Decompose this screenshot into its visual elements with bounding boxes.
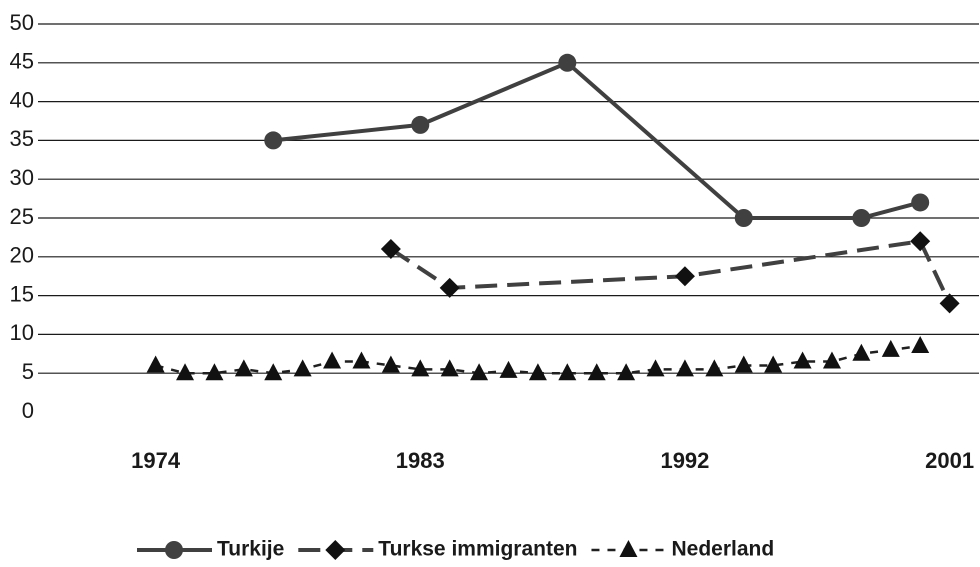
marker <box>411 115 430 134</box>
marker <box>939 293 960 314</box>
marker <box>675 359 694 377</box>
legend-marker <box>325 540 346 560</box>
x-tick-label: 1992 <box>660 448 709 473</box>
marker <box>234 359 253 377</box>
marker <box>558 53 577 72</box>
marker <box>822 351 841 369</box>
x-tick-label: 1983 <box>396 448 445 473</box>
series-line <box>273 60 921 220</box>
marker <box>264 363 283 381</box>
y-tick-label: 40 <box>10 87 34 112</box>
marker <box>352 351 371 369</box>
legend-label: Nederland <box>671 538 774 561</box>
marker <box>264 131 283 150</box>
marker <box>910 231 931 252</box>
marker <box>470 363 489 381</box>
marker <box>499 360 518 378</box>
y-tick-label: 15 <box>10 281 34 306</box>
legend-marker <box>165 541 183 559</box>
marker <box>558 363 577 381</box>
marker <box>440 359 459 377</box>
marker <box>176 363 195 381</box>
marker <box>911 336 930 354</box>
marker <box>323 351 342 369</box>
y-tick-label: 10 <box>10 320 34 345</box>
y-tick-label: 0 <box>22 398 34 423</box>
x-tick-label: 1974 <box>131 448 181 473</box>
y-tick-label: 35 <box>10 126 34 151</box>
y-tick-label: 45 <box>10 49 34 74</box>
marker <box>205 363 224 381</box>
marker <box>617 363 636 381</box>
y-tick-label: 25 <box>10 204 34 229</box>
marker <box>911 193 930 212</box>
marker <box>646 359 665 377</box>
marker <box>734 209 753 227</box>
marker <box>793 351 812 369</box>
marker <box>528 363 547 381</box>
marker <box>439 277 460 298</box>
marker <box>674 266 695 287</box>
y-tick-label: 50 <box>10 10 34 35</box>
y-tick-label: 30 <box>10 165 34 190</box>
marker <box>705 359 724 377</box>
marker <box>380 239 401 260</box>
marker <box>587 363 606 381</box>
marker <box>411 359 430 377</box>
marker <box>734 355 753 373</box>
legend-label: Turkije <box>217 538 284 561</box>
marker <box>381 355 400 373</box>
x-tick-label: 2001 <box>925 448 974 473</box>
y-tick-label: 5 <box>22 359 34 384</box>
legend: Turkije Turkse immigranten Nederland <box>137 538 774 561</box>
legend-label: Turkse immigranten <box>378 538 577 561</box>
marker <box>852 343 871 361</box>
marker <box>852 209 871 227</box>
series-line <box>389 239 952 305</box>
legend-marker <box>619 540 638 557</box>
marker <box>146 355 165 373</box>
y-tick-label: 20 <box>10 243 34 268</box>
marker <box>293 359 312 377</box>
marker <box>881 339 900 357</box>
marker <box>764 355 783 373</box>
